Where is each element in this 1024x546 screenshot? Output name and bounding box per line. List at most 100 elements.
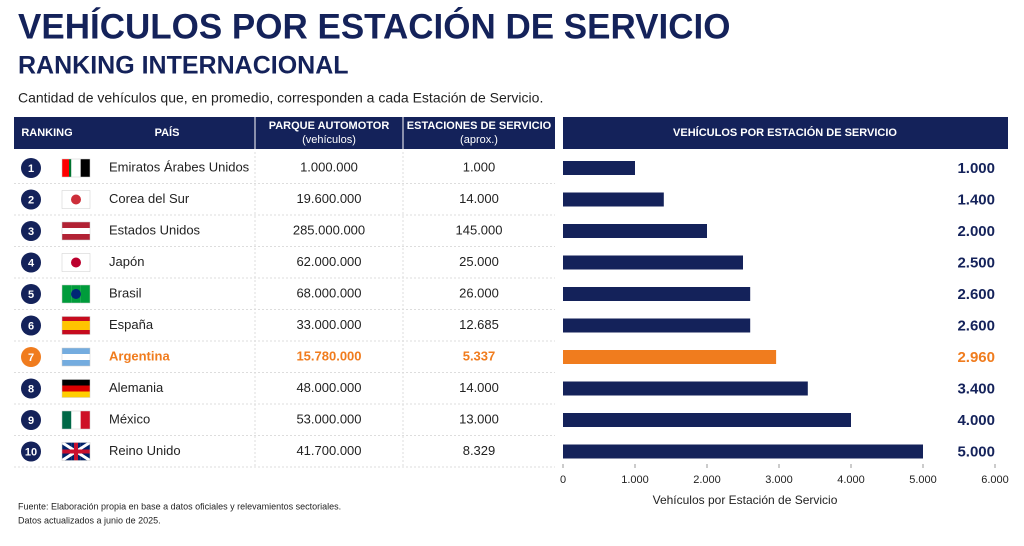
country: España xyxy=(109,317,154,332)
country: Japón xyxy=(109,254,144,269)
country: Corea del Sur xyxy=(109,191,190,206)
flag xyxy=(62,285,72,303)
country: Alemania xyxy=(109,380,164,395)
rank-badge xyxy=(21,284,41,304)
fleet: 68.000.000 xyxy=(296,285,361,300)
note: Datos actualizados a junio de 2025. xyxy=(18,515,161,525)
bar xyxy=(563,255,743,270)
column-subheader: (aprox.) xyxy=(460,134,498,146)
flag-border xyxy=(61,284,91,304)
value-label: 2.960 xyxy=(957,349,995,366)
value-label: 1.400 xyxy=(957,191,995,208)
rank: 2 xyxy=(28,194,34,206)
value-label: 4.000 xyxy=(957,412,995,429)
x-axis-label: Vehículos por Estación de Servicio xyxy=(653,493,838,507)
flag xyxy=(62,234,90,240)
flag xyxy=(62,385,90,392)
flag-border xyxy=(61,253,91,272)
fleet: 41.700.000 xyxy=(296,443,361,458)
country: Emiratos Árabes Unidos xyxy=(109,159,250,174)
bar xyxy=(563,350,777,364)
flag-border xyxy=(61,316,91,335)
chart-title: VEHÍCULOS POR ESTACIÓN DE SERVICIO xyxy=(673,126,897,139)
flag xyxy=(80,253,90,272)
flag-border xyxy=(61,221,91,241)
rank-badge xyxy=(21,252,41,273)
fleet: 15.780.000 xyxy=(296,348,361,363)
rank-badge xyxy=(21,189,41,210)
x-tick-label: 0 xyxy=(560,474,566,486)
description: Cantidad de vehículos que, en promedio, … xyxy=(18,90,543,106)
rank-badge xyxy=(21,315,41,336)
flag xyxy=(71,159,81,177)
flag xyxy=(71,194,81,205)
rank: 4 xyxy=(28,257,35,269)
x-tick-label: 2.000 xyxy=(693,474,721,486)
fleet: 33.000.000 xyxy=(296,317,361,332)
flag xyxy=(71,257,81,268)
value-label: 2.000 xyxy=(957,223,995,240)
stations: 14.000 xyxy=(459,380,499,395)
title: VEHÍCULOS POR ESTACIÓN DE SERVICIO xyxy=(18,6,730,46)
flag xyxy=(62,360,90,366)
flag xyxy=(80,190,90,209)
table-header-bg xyxy=(14,117,555,149)
flag xyxy=(80,159,90,177)
flag xyxy=(62,159,69,177)
stations: 25.000 xyxy=(459,254,499,269)
flag xyxy=(62,348,90,354)
bar xyxy=(563,444,923,459)
bar xyxy=(563,287,751,301)
flag xyxy=(62,190,72,209)
subtitle: RANKING INTERNACIONAL xyxy=(18,52,349,80)
flag xyxy=(71,289,81,299)
flag xyxy=(62,253,72,272)
rank: 9 xyxy=(28,415,34,427)
column-subheader: (vehículos) xyxy=(302,134,356,146)
flag xyxy=(62,411,72,429)
column-header: PAÍS xyxy=(155,126,180,139)
stations: 26.000 xyxy=(459,285,499,300)
fleet: 285.000.000 xyxy=(293,222,365,237)
chart-header-bg xyxy=(563,117,1008,149)
stations: 14.000 xyxy=(459,191,499,206)
rank-badge xyxy=(21,441,41,462)
rank: 1 xyxy=(28,163,34,175)
flag-border xyxy=(61,442,91,461)
rank-badge xyxy=(21,378,41,399)
bar xyxy=(563,413,851,427)
rank-badge xyxy=(21,347,41,367)
value-label: 2.600 xyxy=(957,317,995,334)
value-label: 2.600 xyxy=(957,286,995,303)
rank-badge xyxy=(21,158,41,178)
country: México xyxy=(109,411,150,426)
stations: 5.337 xyxy=(463,348,496,363)
flag xyxy=(62,449,90,454)
x-tick-label: 3.000 xyxy=(765,474,793,486)
stations: 8.329 xyxy=(463,443,496,458)
country: Estados Unidos xyxy=(109,222,201,237)
flag xyxy=(80,411,90,429)
country: Brasil xyxy=(109,285,142,300)
stations: 13.000 xyxy=(459,411,499,426)
value-label: 5.000 xyxy=(957,443,995,460)
bar xyxy=(563,224,707,238)
flag xyxy=(62,391,90,398)
fleet: 62.000.000 xyxy=(296,254,361,269)
column-header: RANKING xyxy=(21,127,72,139)
stations: 1.000 xyxy=(463,159,496,174)
stations: 145.000 xyxy=(456,222,503,237)
column-header: ESTACIONES DE SERVICIO xyxy=(407,120,552,132)
rank: 10 xyxy=(25,446,37,458)
source: Fuente: Elaboración propia en base a dat… xyxy=(18,501,341,511)
rank: 5 xyxy=(28,289,34,301)
flag xyxy=(62,228,90,234)
x-tick-label: 6.000 xyxy=(981,474,1009,486)
country: Argentina xyxy=(109,348,170,363)
stations: 12.685 xyxy=(459,317,499,332)
bar xyxy=(563,318,751,333)
column-header: PARQUE AUTOMOTOR xyxy=(269,120,390,132)
flag-border xyxy=(61,158,91,178)
